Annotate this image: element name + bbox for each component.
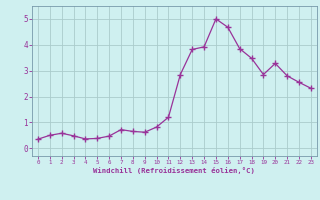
X-axis label: Windchill (Refroidissement éolien,°C): Windchill (Refroidissement éolien,°C) bbox=[93, 167, 255, 174]
